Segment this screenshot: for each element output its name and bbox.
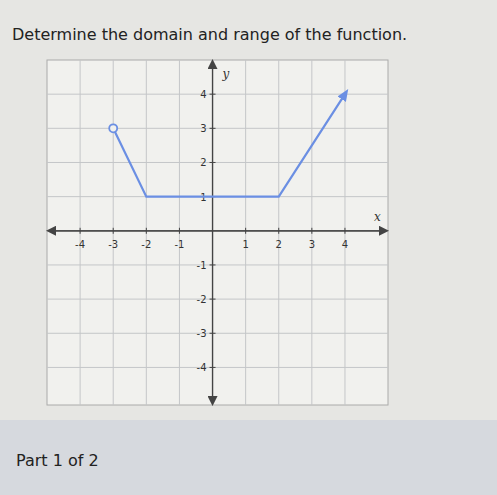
function-line bbox=[113, 94, 345, 196]
y-tick-label: -3 bbox=[197, 328, 207, 339]
plot-frame bbox=[47, 60, 388, 405]
grid-line bbox=[80, 60, 81, 405]
x-tick bbox=[113, 228, 114, 234]
y-axis-label: y bbox=[222, 67, 230, 81]
x-tick bbox=[80, 228, 81, 234]
grid-line bbox=[278, 60, 279, 405]
x-axis bbox=[51, 230, 384, 231]
grid-line bbox=[113, 60, 114, 405]
x-axis bbox=[53, 230, 384, 231]
y-tick bbox=[210, 264, 216, 265]
grid-line bbox=[146, 60, 147, 405]
y-axis bbox=[212, 64, 213, 401]
open-point bbox=[109, 124, 117, 132]
plot-data bbox=[109, 94, 345, 196]
page: Determine the domain and range of the fu… bbox=[0, 0, 497, 495]
x-tick bbox=[311, 228, 312, 234]
grid-line bbox=[47, 162, 388, 163]
grid-line bbox=[47, 299, 388, 300]
x-tick-label: 4 bbox=[342, 239, 348, 250]
x-tick-label: 1 bbox=[242, 239, 248, 250]
y-axis bbox=[212, 66, 213, 401]
grid-line bbox=[344, 60, 345, 405]
x-tick bbox=[344, 228, 345, 234]
x-tick-label: -1 bbox=[174, 239, 184, 250]
y-tick bbox=[210, 333, 216, 334]
x-tick bbox=[146, 228, 147, 234]
x-tick bbox=[245, 228, 246, 234]
grid-line bbox=[47, 333, 388, 334]
y-tick-label: -1 bbox=[197, 260, 207, 271]
y-tick bbox=[210, 162, 216, 163]
grid-line bbox=[47, 94, 388, 95]
grid-line bbox=[47, 128, 388, 129]
x-tick-label: -2 bbox=[141, 239, 151, 250]
x-tick-label: 3 bbox=[309, 239, 315, 250]
y-tick-label: 4 bbox=[200, 89, 206, 100]
x-axis-label: x bbox=[374, 210, 381, 224]
x-tick-label: -3 bbox=[108, 239, 118, 250]
y-tick-label: -4 bbox=[197, 362, 207, 373]
y-tick bbox=[210, 128, 216, 129]
footer-band bbox=[0, 420, 497, 495]
x-tick bbox=[179, 228, 180, 234]
grid-line bbox=[179, 60, 180, 405]
grid-line bbox=[47, 367, 388, 368]
y-tick bbox=[210, 367, 216, 368]
y-tick bbox=[210, 94, 216, 95]
x-tick-label: 2 bbox=[276, 239, 282, 250]
grid-line bbox=[245, 60, 246, 405]
y-tick-label: -2 bbox=[197, 294, 207, 305]
x-tick-label: -4 bbox=[75, 239, 85, 250]
y-tick bbox=[210, 299, 216, 300]
y-tick-label: 3 bbox=[200, 123, 206, 134]
title: Determine the domain and range of the fu… bbox=[12, 25, 407, 44]
x-tick bbox=[278, 228, 279, 234]
grid-line bbox=[311, 60, 312, 405]
grid-line bbox=[47, 264, 388, 265]
footer-text: Part 1 of 2 bbox=[16, 451, 99, 470]
y-tick-label: 2 bbox=[200, 157, 206, 168]
